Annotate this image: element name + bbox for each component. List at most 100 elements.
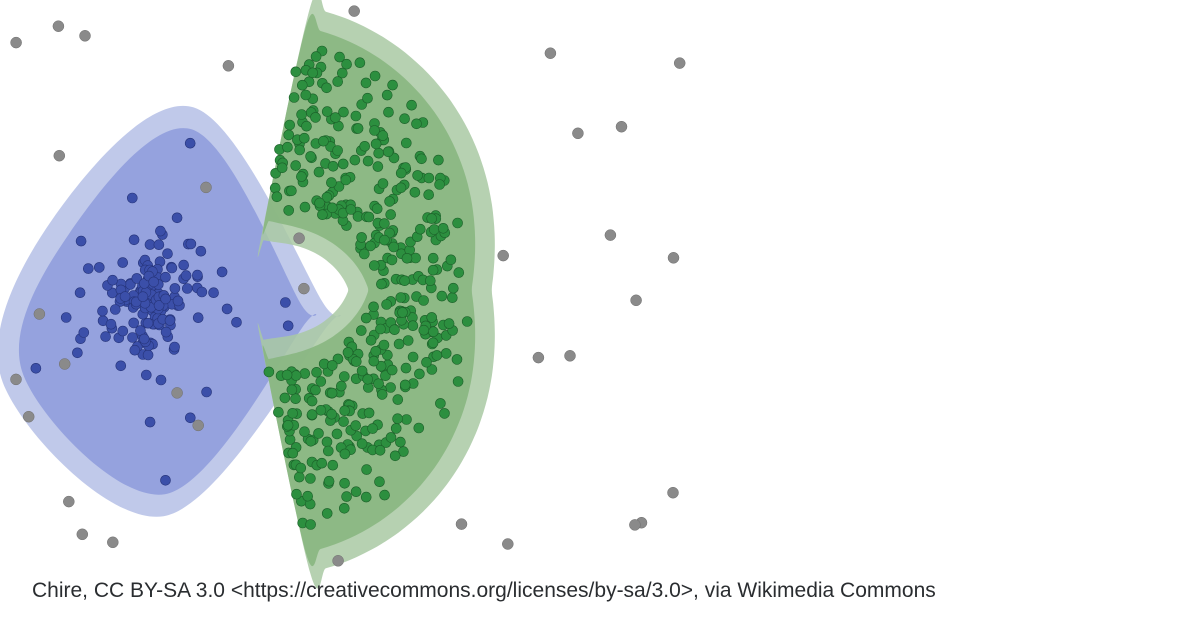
noise-point	[53, 21, 64, 32]
noise-point	[223, 60, 234, 71]
noise-point	[107, 537, 118, 548]
cluster-green-point	[448, 283, 458, 293]
noise-point	[456, 519, 467, 530]
cluster-blue-point	[76, 236, 86, 246]
cluster-green-point	[357, 232, 367, 242]
cluster-blue-point	[116, 361, 126, 371]
cluster-green-point	[366, 335, 376, 345]
cluster-green-point	[428, 253, 438, 263]
cluster-green-point	[414, 423, 424, 433]
cluster-green-point	[412, 119, 422, 129]
cluster-green-point	[393, 414, 403, 424]
cluster-green-point	[300, 369, 310, 379]
cluster-blue-point	[155, 226, 165, 236]
cluster-green-point	[427, 214, 437, 224]
cluster-blue-point	[154, 240, 164, 250]
cluster-green-point	[301, 90, 311, 100]
cluster-green-point	[359, 249, 369, 259]
cluster-green-point	[364, 408, 374, 418]
cluster-blue-point	[127, 193, 137, 203]
cluster-green-point	[311, 385, 321, 395]
cluster-scatter-chart	[0, 0, 1200, 600]
cluster-green-point	[386, 432, 396, 442]
cluster-green-point	[283, 142, 293, 152]
cluster-green-point	[282, 370, 292, 380]
cluster-green-point	[447, 293, 457, 303]
cluster-green-point	[328, 161, 338, 171]
cluster-green-point	[414, 369, 424, 379]
cluster-blue-point	[196, 246, 206, 256]
cluster-green-point	[312, 367, 322, 377]
cluster-green-point	[270, 183, 280, 193]
cluster-green-point	[323, 446, 333, 456]
cluster-blue-point	[156, 375, 166, 385]
cluster-green-point	[277, 163, 287, 173]
cluster-green-point	[428, 265, 438, 275]
cluster-green-point	[373, 162, 383, 172]
cluster-blue-point	[161, 327, 171, 337]
cluster-blue-point	[186, 239, 196, 249]
cluster-blue-point	[165, 315, 175, 325]
cluster-green-point	[363, 93, 373, 103]
cluster-green-point	[438, 223, 448, 233]
noise-point	[294, 233, 305, 244]
cluster-green-point	[333, 146, 343, 156]
cluster-green-point	[395, 437, 405, 447]
cluster-blue-point	[106, 319, 116, 329]
cluster-blue-point	[110, 305, 120, 315]
cluster-blue-point	[182, 284, 192, 294]
cluster-green-point	[339, 503, 349, 513]
cluster-blue-point	[75, 288, 85, 298]
cluster-blue-point	[120, 292, 130, 302]
cluster-blue-point	[149, 277, 159, 287]
noise-point	[572, 128, 583, 139]
cluster-green-point	[401, 138, 411, 148]
cluster-green-point	[272, 192, 282, 202]
noise-point	[54, 150, 65, 161]
cluster-green-point	[322, 83, 332, 93]
cluster-green-point	[340, 449, 350, 459]
cluster-green-point	[297, 110, 307, 120]
cluster-blue-point	[217, 267, 227, 277]
cluster-blue-point	[163, 249, 173, 259]
cluster-green-point	[360, 141, 370, 151]
cluster-blue-point	[128, 333, 138, 343]
cluster-green-point	[322, 437, 332, 447]
cluster-green-point	[403, 336, 413, 346]
noise-point	[59, 359, 70, 370]
cluster-green-point	[326, 178, 336, 188]
cluster-green-point	[287, 385, 297, 395]
cluster-green-point	[317, 210, 327, 220]
cluster-green-point	[350, 155, 360, 165]
cluster-green-point	[288, 408, 298, 418]
cluster-blue-point	[94, 262, 104, 272]
cluster-green-point	[280, 393, 290, 403]
cluster-green-point	[396, 293, 406, 303]
cluster-green-point	[372, 204, 382, 214]
cluster-blue-point	[161, 475, 171, 485]
cluster-blue-point	[193, 313, 203, 323]
cluster-green-point	[291, 394, 301, 404]
cluster-green-point	[343, 347, 353, 357]
cluster-green-point	[417, 154, 427, 164]
cluster-green-point	[433, 155, 443, 165]
noise-point	[172, 387, 183, 398]
cluster-green-point	[302, 121, 312, 131]
cluster-blue-point	[79, 328, 89, 338]
cluster-blue-point	[118, 326, 128, 336]
cluster-blue-point	[129, 235, 139, 245]
cluster-green-point	[299, 133, 309, 143]
cluster-green-point	[351, 487, 361, 497]
cluster-green-point	[308, 68, 318, 78]
cluster-green-point	[375, 445, 385, 455]
cluster-blue-point	[161, 294, 171, 304]
cluster-green-point	[341, 175, 351, 185]
cluster-green-point	[378, 131, 388, 141]
cluster-blue-point	[143, 318, 153, 328]
cluster-green-point	[396, 183, 406, 193]
cluster-green-point	[322, 508, 332, 518]
noise-point	[668, 487, 679, 498]
cluster-green-point	[429, 225, 439, 235]
cluster-green-point	[369, 302, 379, 312]
cluster-green-point	[291, 371, 301, 381]
